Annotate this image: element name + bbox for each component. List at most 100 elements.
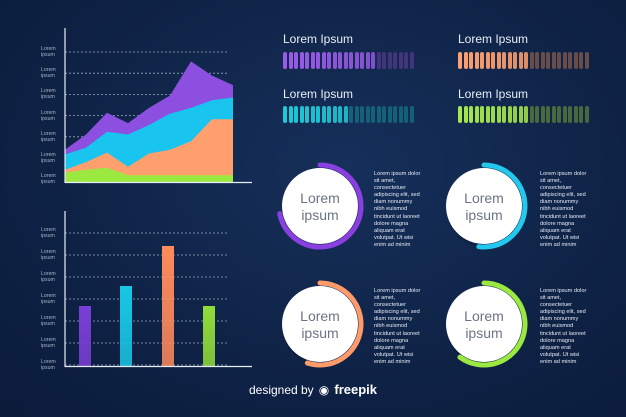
progress-segment — [507, 106, 512, 123]
description-line: volutpat. Ut wisi — [374, 234, 414, 241]
description-line: Lorem ipsum dolor — [540, 171, 587, 177]
progress-segment — [360, 52, 364, 69]
progress-segment — [349, 52, 353, 69]
progress-segment — [305, 52, 309, 69]
progress-segment — [343, 52, 348, 69]
description-line: volutpat. Ut wisi — [540, 234, 580, 241]
description-line: enim ad minim — [540, 241, 577, 248]
circle-label-green: Lorem ipsum — [434, 308, 534, 342]
description-line: consectetuer — [540, 185, 573, 192]
circle-disc — [282, 168, 358, 244]
progress-segment — [305, 106, 309, 123]
progress-segment — [376, 106, 381, 123]
progress-segment — [321, 106, 326, 123]
progress-segment — [579, 52, 583, 69]
progress-segment — [491, 106, 495, 123]
progress-segment — [360, 106, 364, 123]
description-line: adipiscing elit, sed — [374, 309, 420, 316]
circle-label-purple: Lorem ipsum — [270, 190, 370, 224]
circle-label-line1: Lorem — [464, 190, 504, 206]
progress-segment — [507, 52, 512, 69]
progress-segment — [518, 52, 523, 69]
description-line: sit amet, — [540, 178, 562, 185]
progress-segment — [480, 52, 484, 69]
progress-segment — [288, 106, 293, 123]
progress-segment — [365, 106, 370, 123]
progress-segment — [469, 52, 473, 69]
bar-mark-3 — [203, 306, 215, 366]
progress-segment — [584, 106, 589, 123]
circle-label-line2: ipsum — [465, 207, 503, 223]
bar-tick-label: Lorem ipsum — [41, 271, 56, 283]
description-line: enim ad minim — [540, 358, 577, 365]
description-line: volutpat. Ut wisi — [540, 351, 580, 358]
circle-disc — [282, 286, 358, 362]
progress-segment — [299, 52, 304, 69]
progress-segment — [551, 106, 556, 123]
progress-segment — [535, 106, 539, 123]
description-line: diam nonummy — [374, 316, 413, 323]
progress-segment — [557, 106, 561, 123]
progress-segment — [382, 52, 386, 69]
description-line: diam nonummy — [540, 316, 579, 323]
progress-segment — [529, 106, 534, 123]
description-line: aliquam erat — [374, 227, 405, 234]
description-line: dolore magna — [374, 220, 409, 227]
circle-disc — [446, 286, 522, 362]
circle-progress-arc — [457, 280, 528, 368]
progress-segment — [365, 52, 370, 69]
circle-progress-arc — [476, 162, 528, 250]
progress-title-purple: Lorem Ipsum — [283, 32, 354, 46]
progress-segment — [316, 106, 320, 123]
description-line: tincidunt ut laoreet — [540, 330, 586, 337]
progress-segment — [562, 106, 567, 123]
description-line: consectetuer — [374, 302, 407, 309]
description-line: adipiscing elit, sed — [540, 192, 586, 199]
bar-tick-label: Lorem ipsum — [41, 359, 56, 371]
progress-segment — [310, 52, 315, 69]
progress-segment — [584, 52, 589, 69]
progress-segment — [398, 106, 403, 123]
progress-segment — [562, 52, 567, 69]
attribution-prefix: designed by — [248, 383, 314, 397]
progress-segment — [463, 106, 468, 123]
progress-segment — [513, 106, 517, 123]
description-line: aliquam erat — [540, 344, 571, 351]
progress-segment — [524, 52, 528, 69]
attribution-footer: designed by ◉ freepik — [0, 382, 626, 397]
progress-segment — [502, 106, 506, 123]
progress-segment — [332, 106, 337, 123]
progress-segment — [573, 106, 578, 123]
progress-segment — [294, 106, 298, 123]
circle-progress-arc — [304, 280, 364, 368]
attribution-brand: freepik — [334, 382, 378, 397]
progress-segment — [404, 106, 408, 123]
progress-segment — [371, 52, 375, 69]
progress-segment — [568, 106, 572, 123]
description-line: sit amet, — [374, 295, 396, 302]
bar-tick-label: Lorem ipsum — [41, 249, 56, 261]
circle-label-cyan: Lorem ipsum — [434, 190, 534, 224]
description-line: consectetuer — [540, 302, 573, 309]
description-line: diam nonummy — [540, 199, 579, 206]
description-line: Lorem ipsum dolor — [540, 288, 587, 294]
progress-title-orange: Lorem Ipsum — [458, 32, 529, 46]
progress-title-cyan: Lorem Ipsum — [283, 87, 354, 101]
progress-segment — [546, 52, 550, 69]
description-line: volutpat. Ut wisi — [374, 351, 414, 358]
description-line: sit amet, — [540, 295, 562, 302]
circle-label-line2: ipsum — [301, 207, 339, 223]
bar-mark-0 — [79, 306, 91, 366]
description-line: dolore magna — [540, 220, 575, 227]
progress-segment — [321, 52, 326, 69]
progress-segment — [327, 52, 331, 69]
description-line: dolore magna — [374, 337, 409, 344]
progress-segment — [540, 52, 545, 69]
description-text: Lorem ipsum dolor sit amet, consectetuer ad… — [374, 171, 440, 249]
progress-segment — [343, 106, 348, 123]
description-line: tincidunt ut laoreet — [374, 213, 420, 220]
progress-segment — [387, 52, 392, 69]
progress-segment — [376, 52, 381, 69]
area-series-2 — [65, 119, 233, 182]
